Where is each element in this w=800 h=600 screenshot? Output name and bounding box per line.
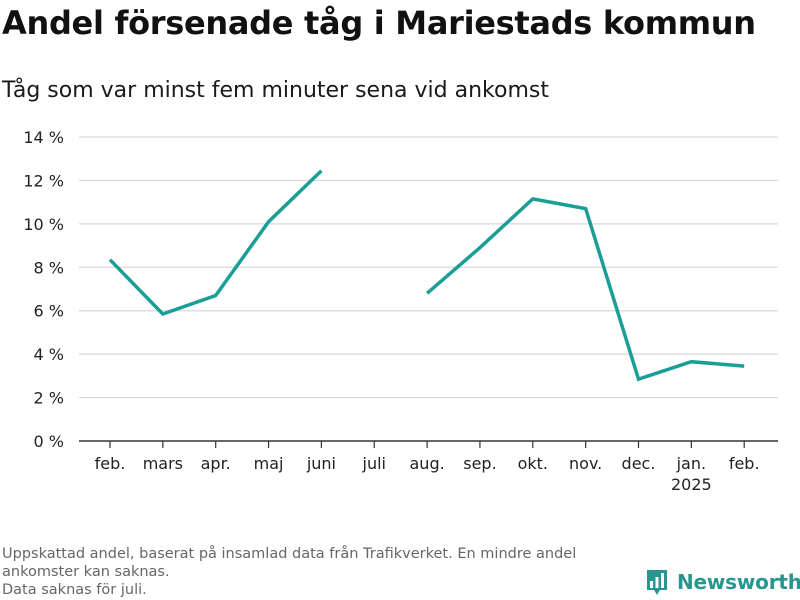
x-tick-label: aug. (410, 454, 445, 473)
footnote-line: ankomster kan saknas. (2, 564, 170, 580)
x-tick-label: jan. (676, 454, 706, 473)
y-tick-label: 4 % (34, 345, 64, 364)
grid-lines (79, 136, 778, 399)
y-tick-label: 12 % (23, 171, 64, 190)
x-tick-label: okt. (518, 454, 548, 473)
y-tick-label: 14 % (23, 128, 64, 147)
y-tick-label: 0 % (34, 432, 64, 451)
bar-chart-logo-icon (647, 570, 667, 595)
y-tick-label: 6 % (34, 302, 64, 321)
x-tick-label: apr. (201, 454, 231, 473)
chart-title: Andel försenade tåg i Mariestads kommun (2, 4, 756, 42)
footnote-line: Data saknas för juli. (2, 582, 147, 598)
x-year-label: 2025 (671, 475, 712, 494)
footnote: Uppskattad andel, baserat på insamlad da… (2, 545, 632, 599)
x-tick-label: juni (306, 454, 336, 473)
chart-subtitle: Tåg som var minst fem minuter sena vid a… (2, 78, 549, 103)
series-line-segment (425, 197, 745, 382)
y-tick-label: 8 % (34, 258, 64, 277)
series-lines (108, 169, 745, 382)
x-tick-label: maj (254, 454, 284, 473)
x-tick-label: dec. (622, 454, 656, 473)
y-tick-label: 10 % (23, 215, 64, 234)
brand-name: Newsworthy (677, 570, 800, 594)
x-tick-label: nov. (569, 454, 602, 473)
series-line-segment (108, 169, 323, 317)
y-tick-label: 2 % (34, 389, 64, 408)
x-tick-label: sep. (463, 454, 496, 473)
x-axis-ticks: feb. mars apr. maj juni juli aug. sep. okt. nov. d… (95, 441, 760, 494)
x-tick-label: mars (143, 454, 183, 473)
x-tick-label: juli (362, 454, 386, 473)
y-axis-tick-labels: 0 % 2 % 4 % 6 % 8 % 10 % 12 % 14 % (23, 128, 64, 451)
footnote-line: Uppskattad andel, baserat på insamlad da… (2, 546, 577, 562)
brand-logo: Newsworthy (645, 568, 800, 596)
x-tick-label: feb. (95, 454, 126, 473)
x-tick-label: feb. (729, 454, 760, 473)
